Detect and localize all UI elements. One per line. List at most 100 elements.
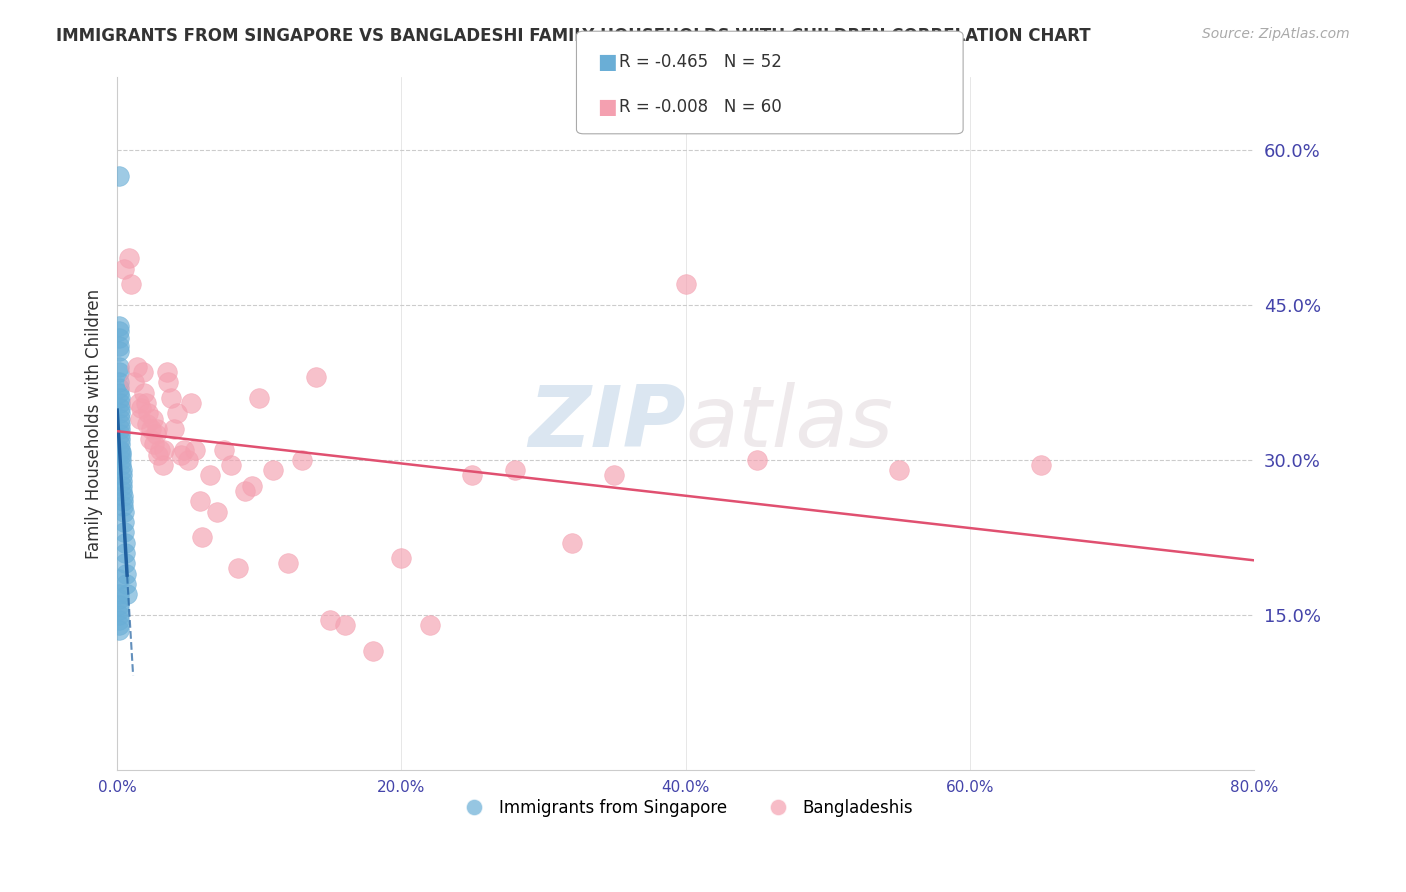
Point <box>170 448 193 462</box>
Point <box>115 587 138 601</box>
Point <box>152 458 174 472</box>
Point <box>110 453 132 467</box>
Point <box>1029 458 1052 472</box>
Point <box>108 169 131 183</box>
Point <box>389 551 412 566</box>
Point <box>108 376 131 390</box>
Point <box>108 624 131 638</box>
Point <box>291 453 314 467</box>
Point <box>110 442 132 457</box>
Point <box>461 468 484 483</box>
Point <box>108 411 131 425</box>
Point <box>108 422 131 436</box>
Point <box>146 422 169 436</box>
Point <box>240 479 263 493</box>
Point <box>125 359 148 374</box>
Text: Source: ZipAtlas.com: Source: ZipAtlas.com <box>1202 27 1350 41</box>
Point <box>110 437 132 451</box>
Text: IMMIGRANTS FROM SINGAPORE VS BANGLADESHI FAMILY HOUSEHOLDS WITH CHILDREN CORRELA: IMMIGRANTS FROM SINGAPORE VS BANGLADESHI… <box>56 27 1091 45</box>
Point <box>361 644 384 658</box>
Point <box>277 556 299 570</box>
Point <box>111 494 134 508</box>
Point <box>305 370 328 384</box>
Point <box>163 422 186 436</box>
Point <box>166 406 188 420</box>
Point <box>112 525 135 540</box>
Point <box>114 556 136 570</box>
Point <box>120 277 142 292</box>
Y-axis label: Family Households with Children: Family Households with Children <box>86 289 103 558</box>
Point <box>111 468 134 483</box>
Text: R = -0.008   N = 60: R = -0.008 N = 60 <box>619 98 782 116</box>
Point <box>247 391 270 405</box>
Point <box>136 417 159 431</box>
Point <box>887 463 910 477</box>
Point <box>108 331 131 345</box>
Point <box>198 468 221 483</box>
Point <box>110 463 132 477</box>
Point <box>108 427 131 442</box>
Point <box>149 442 172 457</box>
Point <box>205 505 228 519</box>
Point <box>180 396 202 410</box>
Point <box>603 468 626 483</box>
Point <box>108 380 131 394</box>
Point <box>177 453 200 467</box>
Point <box>108 607 131 622</box>
Point <box>191 530 214 544</box>
Point <box>108 587 131 601</box>
Point <box>112 500 135 514</box>
Point <box>503 463 526 477</box>
Point <box>108 406 131 420</box>
Point <box>157 376 180 390</box>
Point <box>139 432 162 446</box>
Point <box>108 598 131 612</box>
Point <box>134 385 156 400</box>
Point <box>135 396 157 410</box>
Point <box>561 535 583 549</box>
Point <box>110 444 132 458</box>
Point <box>108 344 131 359</box>
Point <box>319 613 342 627</box>
Point <box>110 448 132 462</box>
Point <box>112 261 135 276</box>
Point <box>148 448 170 462</box>
Point <box>142 411 165 425</box>
Point <box>108 359 131 374</box>
Point <box>108 618 131 632</box>
Point <box>108 324 131 338</box>
Point <box>745 453 768 467</box>
Point <box>129 411 152 425</box>
Point <box>108 592 131 607</box>
Text: ZIP: ZIP <box>527 382 686 466</box>
Point <box>108 391 131 405</box>
Text: ■: ■ <box>598 53 617 72</box>
Point <box>110 432 132 446</box>
Point <box>108 613 131 627</box>
Point <box>112 515 135 529</box>
Point <box>128 396 150 410</box>
Point <box>131 401 153 416</box>
Point <box>419 618 441 632</box>
Point <box>675 277 697 292</box>
Point <box>108 385 131 400</box>
Text: R = -0.465   N = 52: R = -0.465 N = 52 <box>619 54 782 71</box>
Point <box>111 479 134 493</box>
Point <box>108 318 131 333</box>
Point <box>111 474 134 488</box>
Point <box>108 401 131 416</box>
Point <box>132 365 155 379</box>
Point <box>141 422 163 436</box>
Text: ■: ■ <box>598 97 617 117</box>
Point <box>173 442 195 457</box>
Point <box>114 566 136 581</box>
Point <box>184 442 207 457</box>
Point <box>112 505 135 519</box>
Point <box>111 489 134 503</box>
Point <box>110 458 132 472</box>
Point <box>108 339 131 353</box>
Text: atlas: atlas <box>686 382 894 466</box>
Point <box>160 391 183 405</box>
Point <box>108 417 131 431</box>
Point <box>212 442 235 457</box>
